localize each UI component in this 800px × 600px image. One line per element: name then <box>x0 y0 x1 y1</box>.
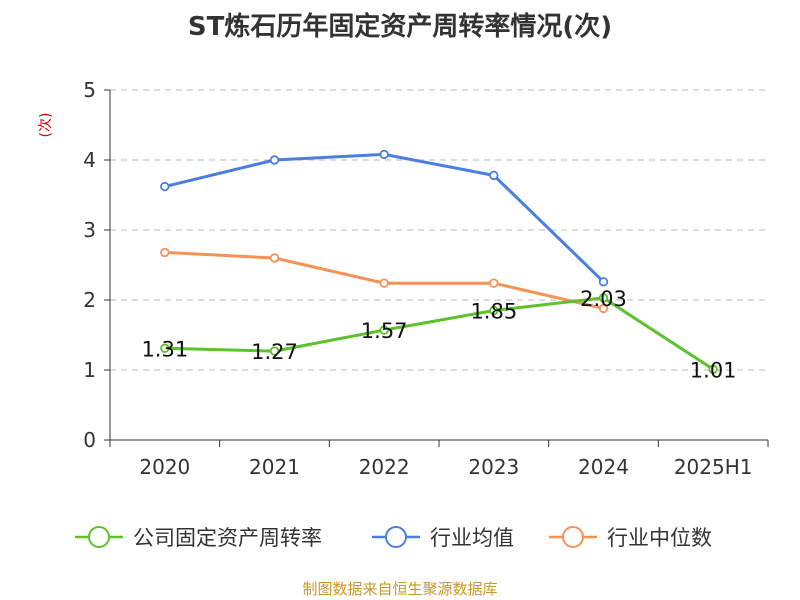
y-axis-label: (次) <box>38 113 54 138</box>
legend-label: 行业均值 <box>430 526 514 550</box>
data-point <box>160 343 170 353</box>
axes: 0 1 2 3 4 5 2020 2021 2022 2023 2024 2025H1 <box>83 78 769 479</box>
data-point <box>489 278 499 288</box>
source-note: 制图数据来自恒生聚源数据库 <box>302 580 497 598</box>
x-tick-label: 2022 <box>359 455 410 479</box>
data-labels: 1.31 1.27 1.57 1.85 2.03 1.01 <box>141 287 736 382</box>
data-point <box>598 293 609 303</box>
data-point <box>598 277 609 287</box>
y-tick-label: 0 <box>83 428 96 452</box>
data-point <box>379 325 389 335</box>
y-tick-label: 1 <box>83 358 96 382</box>
chart-title: ST炼石历年固定资产周转率情况(次) <box>188 11 612 42</box>
data-point <box>489 170 499 181</box>
data-point <box>379 278 389 288</box>
x-tick-label: 2020 <box>139 455 190 479</box>
grid-lines <box>110 89 768 371</box>
x-tick-label: 2021 <box>249 455 300 479</box>
legend-label: 行业中位数 <box>607 526 712 550</box>
data-point <box>708 364 718 374</box>
series-lines <box>160 149 718 374</box>
series-line <box>164 296 714 371</box>
legend-marker <box>385 526 407 548</box>
data-label: 1.57 <box>361 319 408 343</box>
legend: 公司固定资产周转率 行业均值 行业中位数 <box>75 526 712 550</box>
data-label: 2.03 <box>580 287 627 311</box>
data-label: 1.27 <box>251 340 298 364</box>
x-tick-label: 2023 <box>468 455 519 479</box>
legend-marker <box>562 526 584 548</box>
data-label: 1.85 <box>470 300 517 324</box>
y-tick-label: 2 <box>83 288 96 312</box>
series-line <box>164 152 605 283</box>
legend-marker <box>88 526 110 548</box>
y-tick-label: 5 <box>83 78 96 102</box>
data-label: 1.31 <box>141 337 188 361</box>
y-tick-label: 3 <box>83 218 96 242</box>
data-point <box>160 181 170 192</box>
legend-label: 公司固定资产周转率 <box>133 526 322 550</box>
data-point <box>489 305 499 316</box>
data-point <box>269 253 280 263</box>
data-point <box>160 247 170 258</box>
x-tick-label: 2025H1 <box>674 455 753 479</box>
data-point <box>379 149 389 160</box>
data-point <box>269 155 280 165</box>
y-tick-label: 4 <box>83 148 96 172</box>
data-point <box>598 303 609 314</box>
x-tick-label: 2024 <box>578 455 629 479</box>
data-point <box>269 346 280 356</box>
data-label: 1.01 <box>690 358 737 382</box>
